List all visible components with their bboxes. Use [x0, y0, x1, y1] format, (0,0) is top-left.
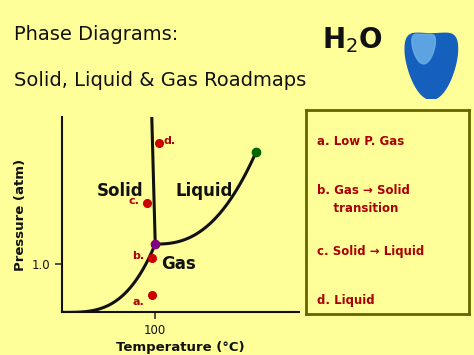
Text: c. Solid → Liquid: c. Solid → Liquid: [317, 245, 424, 258]
Text: H$_2$O: H$_2$O: [322, 25, 383, 55]
Text: Liquid: Liquid: [175, 182, 233, 200]
Text: b.: b.: [132, 251, 145, 261]
Text: c.: c.: [129, 196, 140, 206]
Y-axis label: Pressure (atm): Pressure (atm): [14, 159, 27, 271]
X-axis label: Temperature (°C): Temperature (°C): [116, 342, 245, 354]
Text: Solid: Solid: [97, 182, 144, 200]
Text: Solid, Liquid & Gas Roadmaps: Solid, Liquid & Gas Roadmaps: [14, 71, 307, 90]
Text: a.: a.: [133, 297, 145, 307]
Text: d.: d.: [164, 136, 176, 146]
Text: a. Low P. Gas: a. Low P. Gas: [317, 135, 404, 148]
Text: Gas: Gas: [161, 255, 196, 273]
Text: d. Liquid: d. Liquid: [317, 294, 375, 307]
Text: b. Gas → Solid
    transition: b. Gas → Solid transition: [317, 184, 410, 214]
Polygon shape: [412, 34, 436, 64]
Polygon shape: [405, 33, 457, 99]
Text: Phase Diagrams:: Phase Diagrams:: [14, 25, 179, 44]
